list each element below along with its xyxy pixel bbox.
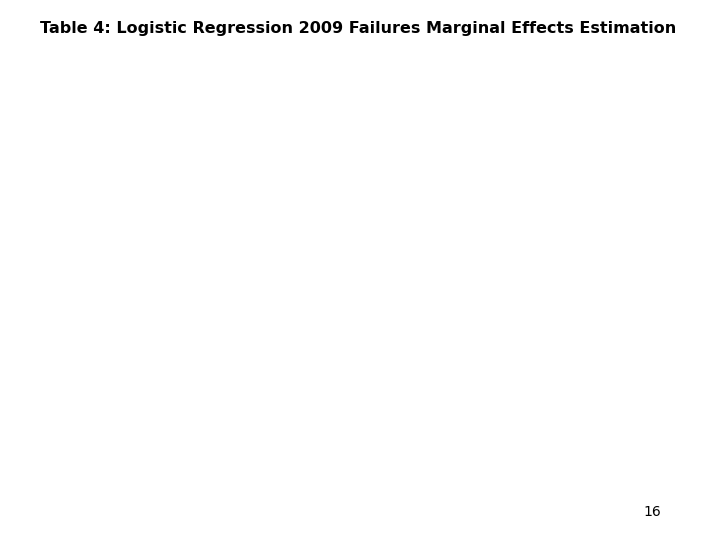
- Text: Table 4: Logistic Regression 2009 Failures Marginal Effects Estimation: Table 4: Logistic Regression 2009 Failur…: [40, 21, 677, 36]
- Text: 16: 16: [643, 505, 661, 519]
